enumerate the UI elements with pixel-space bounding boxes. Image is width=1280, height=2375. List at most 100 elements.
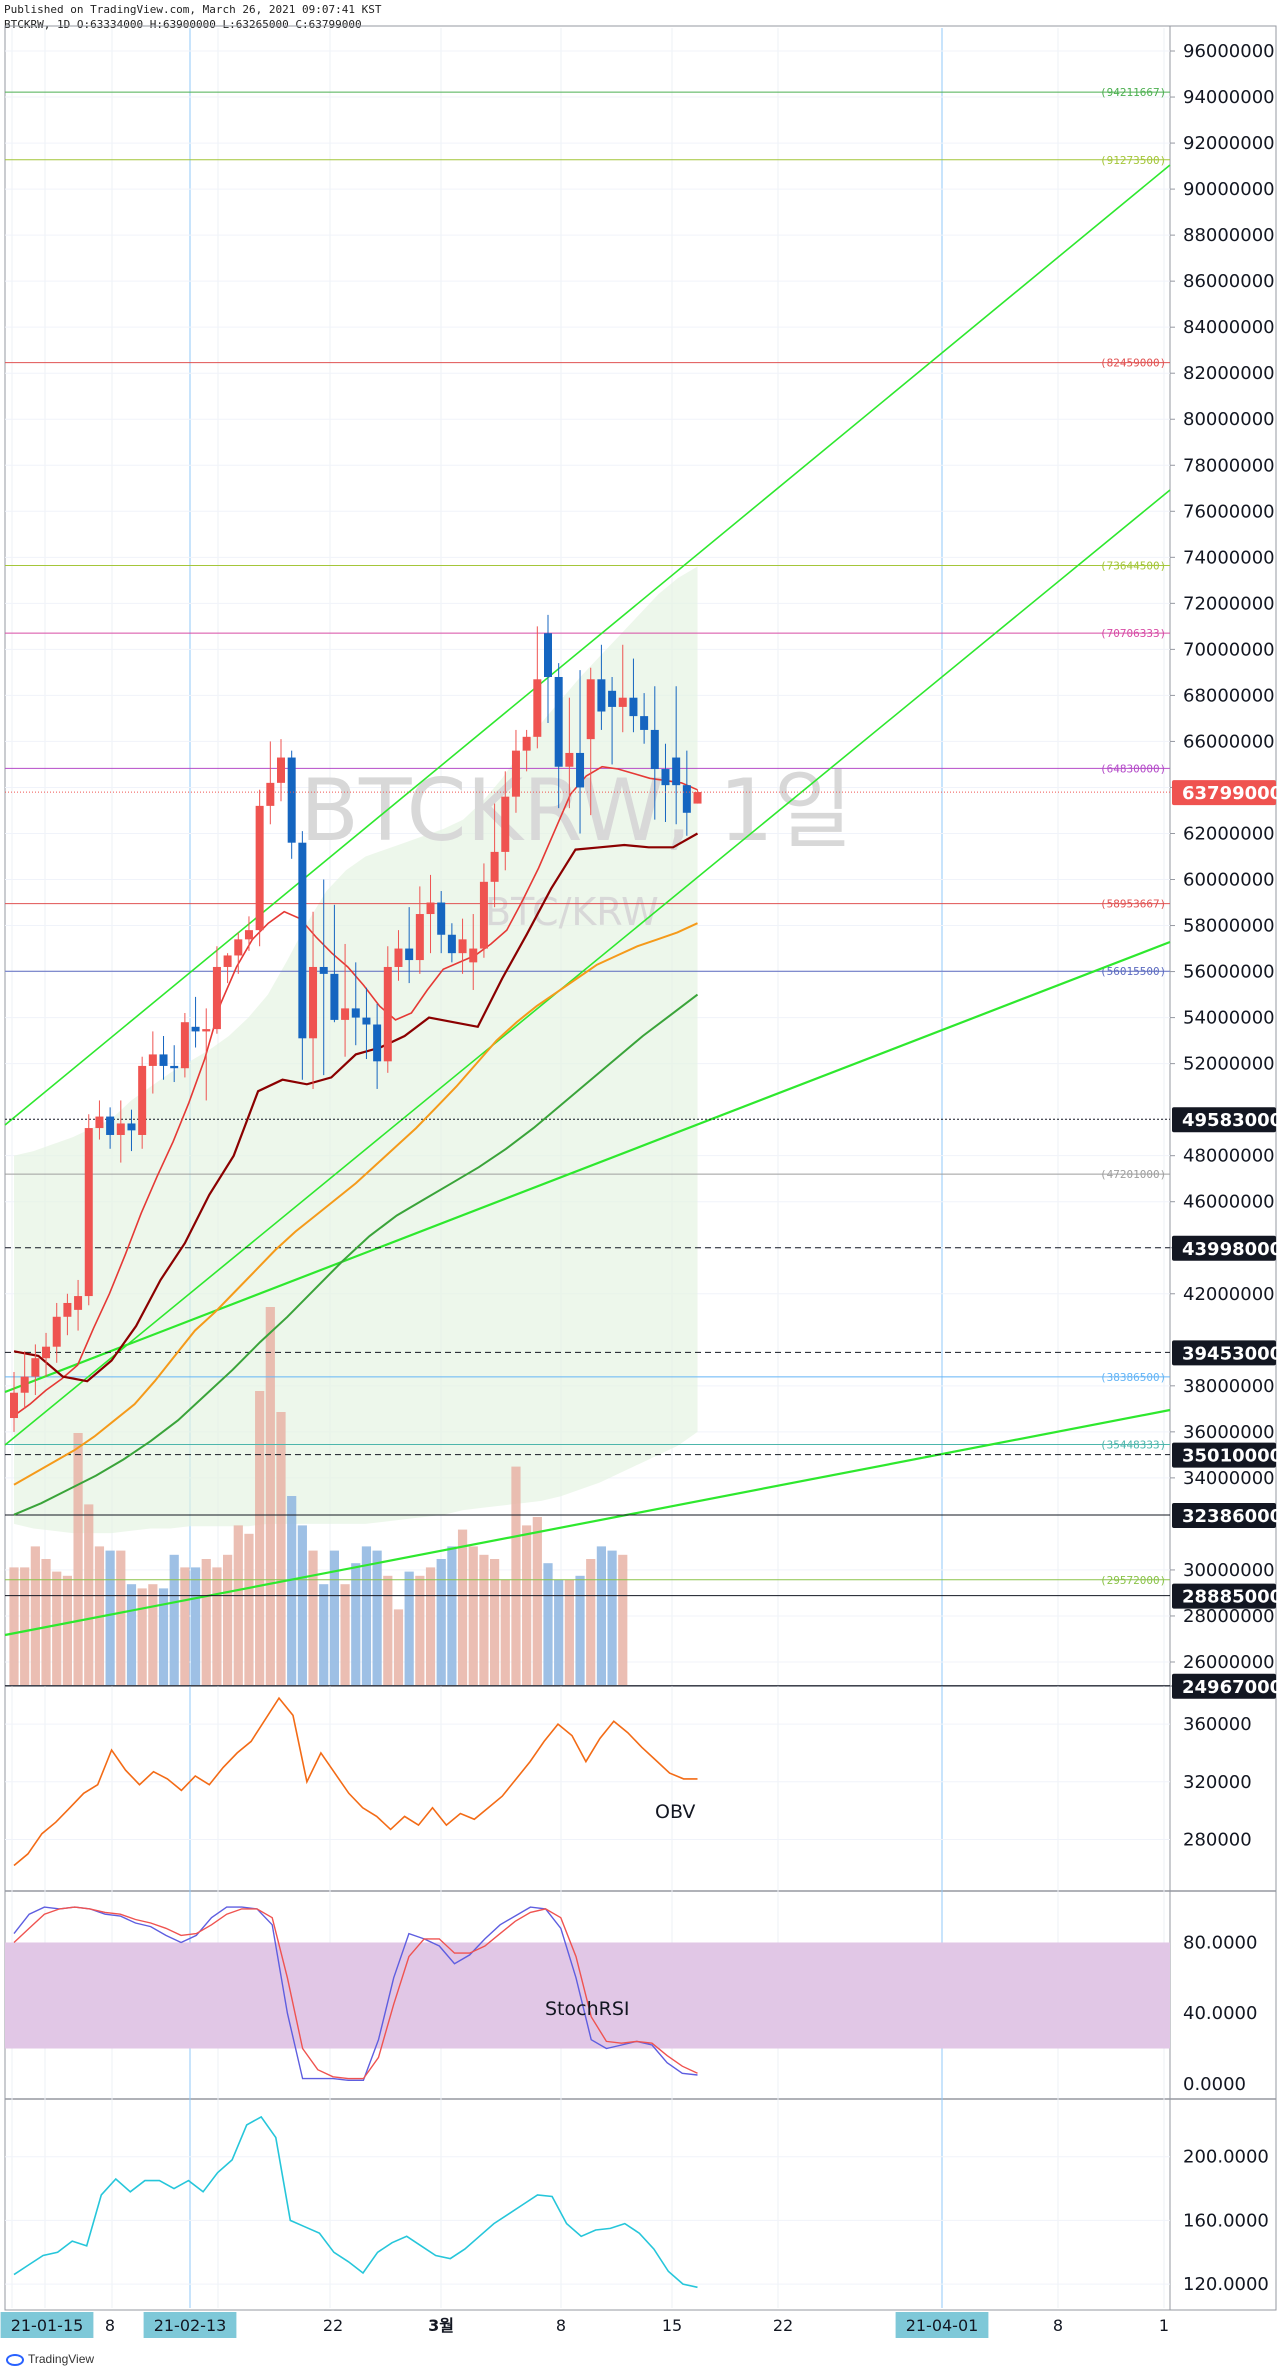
ma-green-line — [13, 993, 699, 1516]
price-marker-badge — [1172, 1235, 1276, 1261]
time-axis-label: 22 — [773, 2316, 793, 2335]
candle-body — [597, 679, 606, 712]
fib-level-label: (64830000) — [1100, 762, 1166, 775]
volume-bar — [436, 1559, 446, 1685]
volume-bar — [180, 1567, 190, 1685]
price-marker-label: 43998000 — [1182, 1239, 1280, 1260]
price-marker-badge — [1172, 1583, 1276, 1609]
price-marker-label: 35010000 — [1182, 1446, 1280, 1467]
candle-body — [20, 1376, 29, 1393]
candle-body — [63, 1302, 72, 1317]
time-axis-label: 8 — [556, 2316, 566, 2335]
candle-body — [10, 1392, 18, 1419]
fib-level-label: (82459000) — [1100, 357, 1166, 370]
candle-body — [95, 1116, 104, 1129]
volume-bar — [223, 1554, 233, 1685]
candle-body — [458, 939, 467, 954]
price-axis-label: 38000000 — [1183, 1376, 1275, 1397]
price-axis-label: 42000000 — [1183, 1284, 1275, 1305]
obv-title: OBV — [655, 1801, 695, 1823]
candle-body — [127, 1123, 136, 1131]
volume-bar — [158, 1588, 169, 1685]
price-axis-label: 70000000 — [1183, 639, 1275, 660]
stochrsi-axis-label: 80.0000 — [1183, 1932, 1257, 1953]
candle-body — [629, 697, 638, 717]
candle-body — [341, 1008, 350, 1020]
price-axis-label: 86000000 — [1183, 271, 1275, 292]
candle-body — [202, 1029, 211, 1032]
price-marker-badge — [1172, 1340, 1276, 1366]
trend-line — [4, 940, 1171, 1394]
volume-bar — [329, 1550, 339, 1685]
volume-bar — [340, 1584, 350, 1685]
candle-body — [116, 1123, 125, 1135]
time-axis-badge — [895, 2312, 989, 2338]
trend-line — [4, 1408, 1171, 1637]
fib-level-label: (94211667) — [1100, 86, 1166, 99]
tradingview-logo-icon — [6, 2353, 24, 2366]
candle-body — [319, 966, 328, 974]
volume-bar — [532, 1517, 542, 1685]
volume-bar — [596, 1546, 606, 1685]
symbol-ohlc-header: BTCKRW, 1D O:63334000 H:63900000 L:63265… — [4, 18, 362, 31]
candle-body — [287, 757, 296, 843]
price-axis-label: 94000000 — [1183, 87, 1275, 108]
candle-body — [31, 1358, 40, 1377]
volume-bar — [201, 1559, 211, 1685]
osc-axis-label: 160.0000 — [1183, 2210, 1269, 2231]
time-axis-badge — [0, 2312, 94, 2338]
candle-body — [106, 1116, 115, 1135]
volume-bar — [543, 1563, 553, 1685]
price-axis-label: 60000000 — [1183, 870, 1275, 891]
candle-body — [84, 1128, 93, 1297]
fib-level-label: (56015500) — [1100, 965, 1166, 978]
candle-body — [618, 697, 627, 707]
candle-body — [661, 769, 670, 786]
fib-level-label: (58953667) — [1100, 898, 1166, 911]
last-price-label: 63799000 — [1182, 783, 1280, 804]
candle-body — [469, 948, 478, 963]
volume-bar — [383, 1575, 393, 1685]
candle-body — [42, 1346, 51, 1359]
candle-body — [608, 690, 617, 707]
candle-body — [362, 1017, 371, 1025]
price-axis-label: 28000000 — [1183, 1606, 1275, 1627]
fib-level-label: (35448333) — [1100, 1439, 1166, 1452]
price-axis-label: 34000000 — [1183, 1468, 1275, 1489]
time-axis-label: 8 — [105, 2316, 115, 2335]
volume-bar — [468, 1546, 478, 1685]
price-axis-label: 84000000 — [1183, 317, 1275, 338]
volume-bar — [105, 1550, 115, 1685]
volume-bar — [372, 1550, 382, 1685]
volume-bar — [212, 1567, 222, 1685]
candle-body — [544, 633, 552, 677]
volume-bar — [479, 1554, 489, 1685]
volume-bar — [169, 1554, 179, 1685]
stochrsi-band — [5, 1942, 1170, 2049]
candle-body — [255, 805, 264, 931]
candle-body — [191, 1026, 200, 1032]
volume-bar — [126, 1584, 137, 1685]
candle-body — [170, 1065, 179, 1069]
price-axis-label: 46000000 — [1183, 1192, 1275, 1213]
candle-body — [672, 757, 681, 786]
price-axis-label: 66000000 — [1183, 731, 1275, 752]
volume-bar — [564, 1580, 574, 1685]
volume-bar — [244, 1533, 254, 1685]
footer-brand: TradingView — [28, 2352, 95, 2366]
candle-body — [394, 948, 403, 967]
time-axis-label: 8 — [1053, 2316, 1063, 2335]
candle-body — [309, 966, 318, 1039]
candle-body — [682, 785, 691, 813]
volume-bar — [511, 1466, 521, 1685]
volume-bar — [9, 1567, 19, 1685]
candle-body — [159, 1054, 168, 1066]
time-axis-badge — [143, 2312, 237, 2338]
price-axis-label: 78000000 — [1183, 455, 1275, 476]
volume-bar — [457, 1529, 468, 1685]
volume-bar — [319, 1584, 329, 1685]
volume-bar — [575, 1575, 585, 1685]
candle-body — [373, 1024, 382, 1062]
candle-body — [223, 955, 232, 967]
